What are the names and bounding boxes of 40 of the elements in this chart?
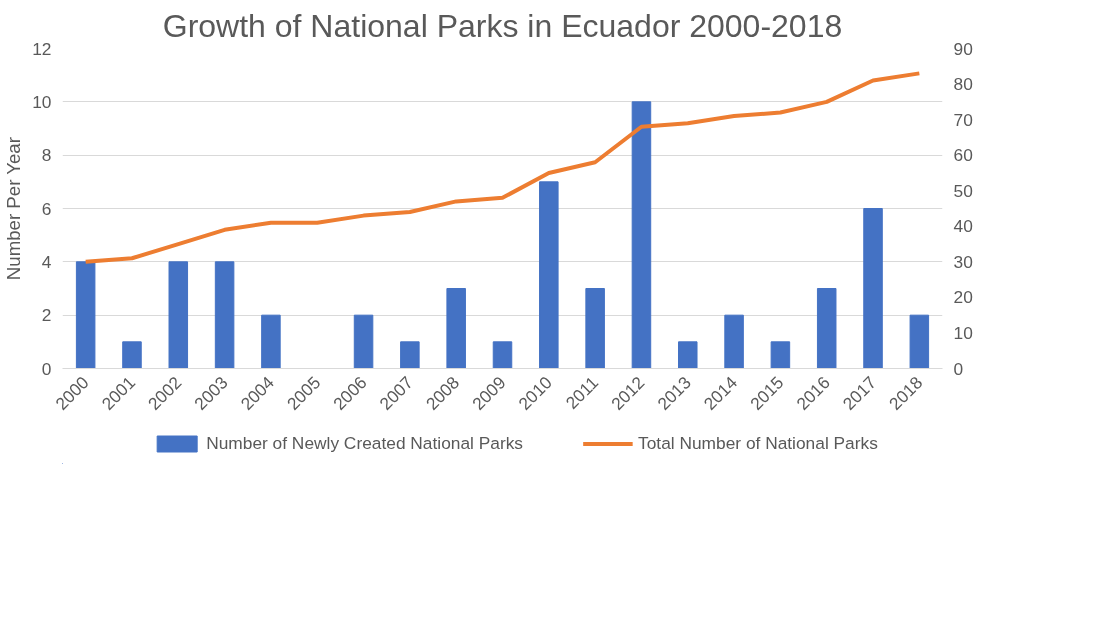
bar bbox=[539, 181, 559, 369]
line-series bbox=[83, 71, 922, 264]
y2-tick-label: 30 bbox=[953, 251, 973, 272]
bar bbox=[678, 341, 698, 369]
bar bbox=[353, 314, 374, 369]
y2-tick-label: 0 bbox=[953, 358, 964, 379]
bar bbox=[909, 314, 930, 369]
y-tick-label: 10 bbox=[32, 91, 52, 112]
y2-tick-label: 10 bbox=[953, 322, 973, 343]
y-tick-label: 0 bbox=[41, 358, 52, 379]
bar bbox=[492, 341, 513, 369]
bar bbox=[724, 314, 744, 369]
y2-tick-label: 40 bbox=[953, 216, 973, 237]
bar bbox=[770, 341, 791, 369]
bar bbox=[631, 101, 652, 369]
y-tick-label: 6 bbox=[41, 198, 52, 219]
y2-tick-label: 60 bbox=[953, 145, 973, 166]
legend-label: Total Number of National Parks bbox=[638, 432, 878, 454]
bar bbox=[400, 341, 420, 369]
bar bbox=[122, 341, 142, 369]
bar bbox=[214, 261, 235, 369]
bar bbox=[816, 288, 837, 369]
y-tick-label: 4 bbox=[41, 251, 52, 272]
bar bbox=[585, 288, 605, 369]
chart-title: Growth of National Parks in Ecuador 2000-2018 bbox=[162, 7, 843, 44]
bar bbox=[75, 261, 96, 369]
legend-label: Number of Newly Created National Parks bbox=[206, 432, 524, 454]
y2-tick-label: 80 bbox=[953, 74, 973, 95]
bar bbox=[168, 261, 189, 369]
y-tick-label: 8 bbox=[41, 145, 52, 166]
bar bbox=[446, 288, 466, 369]
y-tick-label: 2 bbox=[41, 305, 52, 326]
bar bbox=[863, 208, 883, 369]
y-tick-label: 12 bbox=[32, 38, 52, 59]
y2-tick-label: 90 bbox=[953, 38, 973, 59]
y2-tick-label: 20 bbox=[953, 287, 973, 308]
bar bbox=[261, 314, 281, 369]
y-axis-title: Number Per Year bbox=[3, 137, 25, 281]
y2-tick-label: 50 bbox=[953, 180, 973, 201]
y2-tick-label: 70 bbox=[953, 109, 973, 130]
